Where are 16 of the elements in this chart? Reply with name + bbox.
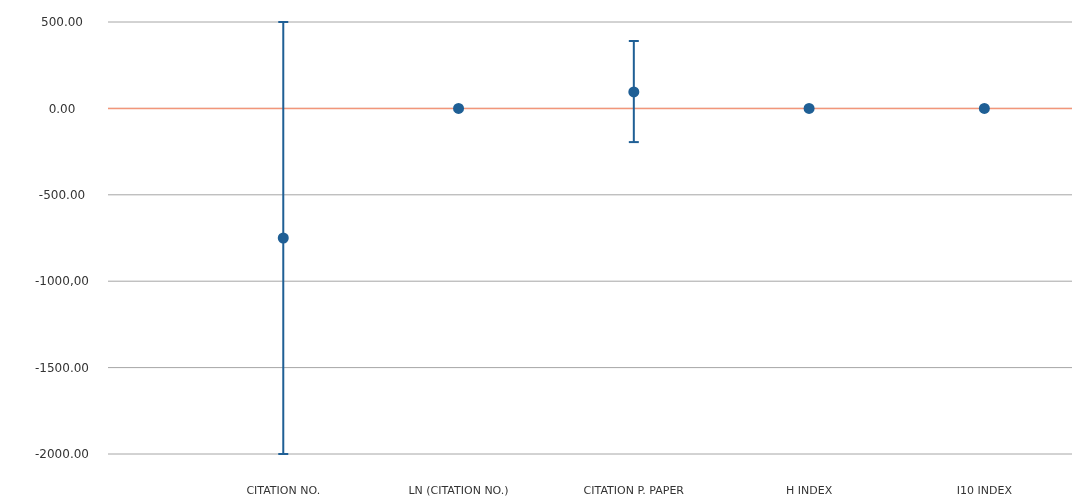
y-tick-label: -2000.00 [35,447,89,462]
x-tick-label: H INDEX [785,484,833,497]
point [453,102,465,114]
y-tick-label: 500.00 [41,15,83,30]
y-tick-label: -500.00 [38,188,86,202]
point [803,102,815,114]
x-tick-label: CITATION P. PAPER [583,484,685,497]
point [277,232,289,244]
y-tick-label: -1500.00 [35,360,89,375]
x-tick-label: LN (CITATION NO.) [408,484,509,497]
x-tick-label: I10 INDEX [956,484,1013,497]
y-tick-label: 0.00 [48,101,76,116]
x-tick-label: CITATION NO. [246,484,321,497]
point [628,86,640,98]
point [978,102,990,114]
y-tick-label: -1000,00 [35,274,89,289]
